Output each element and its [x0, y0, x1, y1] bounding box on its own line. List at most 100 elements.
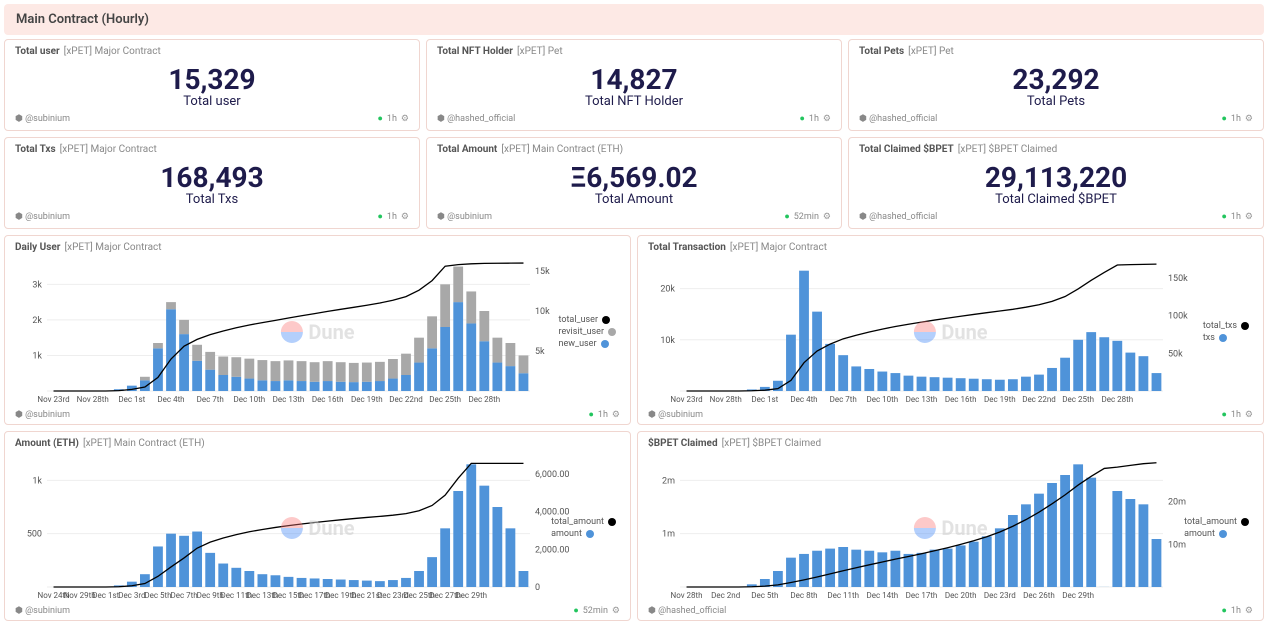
- svg-text:Nov 28th: Nov 28th: [710, 395, 742, 404]
- svg-text:Dec 10th: Dec 10th: [866, 395, 898, 404]
- gear-icon[interactable]: ⚙: [1245, 114, 1253, 124]
- kpi-value: 14,827: [437, 63, 831, 96]
- svg-text:Dec 7th: Dec 7th: [830, 395, 857, 404]
- refresh-indicator: ●: [784, 211, 789, 222]
- svg-text:Dec 25th: Dec 25th: [1062, 395, 1094, 404]
- gear-icon[interactable]: ⚙: [823, 114, 831, 124]
- gear-icon[interactable]: ⚙: [401, 114, 409, 124]
- svg-text:Dec 3rd: Dec 3rd: [118, 591, 145, 600]
- refresh-indicator: ●: [1221, 211, 1226, 222]
- svg-text:15k: 15k: [535, 267, 550, 277]
- svg-text:Dec 22nd: Dec 22nd: [389, 395, 423, 404]
- svg-text:100k: 100k: [1168, 312, 1188, 322]
- svg-text:Dec 10th: Dec 10th: [233, 395, 265, 404]
- gear-icon[interactable]: ⚙: [1245, 212, 1253, 222]
- svg-text:Dec 19th: Dec 19th: [351, 395, 383, 404]
- kpi-label: Total Amount: [437, 192, 831, 207]
- svg-text:10k: 10k: [660, 336, 675, 346]
- svg-text:Dec 4th: Dec 4th: [790, 395, 817, 404]
- kpi-card: Total Claimed $BPET[xPET] $BPET Claimed2…: [848, 137, 1264, 229]
- svg-text:Dec 29th: Dec 29th: [455, 591, 487, 600]
- kpi-row-2: Total Txs[xPET] Major Contract168,493Tot…: [0, 137, 1268, 229]
- svg-text:Nov 28th: Nov 28th: [670, 591, 702, 600]
- chart-row-2: Amount (ETH)[xPET] Main Contract (ETH) D…: [0, 431, 1268, 621]
- kpi-value: Ξ6,569.02: [437, 161, 831, 194]
- svg-text:Nov 29th: Nov 29th: [64, 591, 96, 600]
- svg-text:Dec 5th: Dec 5th: [751, 591, 778, 600]
- refresh-indicator: ●: [377, 211, 382, 222]
- svg-text:Dec 19th: Dec 19th: [984, 395, 1016, 404]
- svg-text:Dec 25th: Dec 25th: [429, 395, 461, 404]
- author[interactable]: ⬢ @subinium: [15, 212, 70, 222]
- kpi-label: Total NFT Holder: [437, 94, 831, 109]
- svg-text:1m: 1m: [662, 530, 675, 540]
- gear-icon[interactable]: ⚙: [401, 212, 409, 222]
- svg-text:2k: 2k: [32, 316, 42, 326]
- svg-text:Dec 7th: Dec 7th: [197, 395, 224, 404]
- svg-text:Dec 8th: Dec 8th: [790, 591, 817, 600]
- svg-text:Dec 28th: Dec 28th: [468, 395, 500, 404]
- kpi-value: 15,329: [15, 63, 409, 96]
- svg-text:500: 500: [27, 530, 42, 540]
- author[interactable]: ⬢ @subinium: [15, 606, 70, 616]
- svg-text:Dec 1st: Dec 1st: [118, 395, 145, 404]
- refresh-indicator: ●: [1221, 113, 1226, 124]
- kpi-label: Total Txs: [15, 192, 409, 207]
- svg-text:Dec 13th: Dec 13th: [273, 395, 305, 404]
- svg-text:Nov 28th: Nov 28th: [77, 395, 109, 404]
- gear-icon[interactable]: ⚙: [823, 212, 831, 222]
- svg-text:10m: 10m: [1168, 540, 1186, 550]
- svg-text:Dec 16th: Dec 16th: [945, 395, 977, 404]
- kpi-value: 168,493: [15, 161, 409, 194]
- author[interactable]: ⬢ @subinium: [648, 410, 703, 420]
- svg-text:Nov 23rd: Nov 23rd: [670, 395, 702, 404]
- author[interactable]: ⬢ @hashed_official: [859, 114, 937, 124]
- svg-text:2,000.00: 2,000.00: [535, 545, 570, 555]
- svg-text:Dec 4th: Dec 4th: [157, 395, 184, 404]
- svg-text:Dec 29th: Dec 29th: [1062, 591, 1094, 600]
- svg-text:Dec 11th: Dec 11th: [827, 591, 859, 600]
- svg-text:Dec 17th: Dec 17th: [906, 591, 938, 600]
- section-banner: Main Contract (Hourly): [4, 4, 1264, 35]
- svg-text:3k: 3k: [32, 280, 42, 290]
- kpi-card: Total Pets[xPET] Pet23,292Total Pets⬢ @h…: [848, 39, 1264, 131]
- chart-bpet-claimed: $BPET Claimed[xPET] $BPET Claimed Dune1m…: [637, 431, 1264, 621]
- svg-text:Dec 16th: Dec 16th: [312, 395, 344, 404]
- kpi-card: Total Amount[xPET] Main Contract (ETH)Ξ6…: [426, 137, 842, 229]
- author[interactable]: ⬢ @hashed_official: [648, 606, 726, 616]
- refresh-indicator: ●: [799, 113, 804, 124]
- svg-text:Dec 26th: Dec 26th: [1023, 591, 1055, 600]
- kpi-card: Total NFT Holder[xPET] Pet14,827Total NF…: [426, 39, 842, 131]
- svg-text:10k: 10k: [535, 307, 550, 317]
- kpi-label: Total Claimed $BPET: [859, 192, 1253, 207]
- svg-text:20m: 20m: [1168, 498, 1186, 508]
- gear-icon[interactable]: ⚙: [612, 606, 620, 616]
- svg-text:2m: 2m: [662, 476, 675, 486]
- author[interactable]: ⬢ @subinium: [437, 212, 492, 222]
- svg-text:0: 0: [535, 583, 540, 593]
- refresh-indicator: ●: [377, 113, 382, 124]
- chart-row-1: Daily User[xPET] Major Contract Dune1k2k…: [0, 235, 1268, 425]
- svg-text:Dec 1st: Dec 1st: [751, 395, 778, 404]
- kpi-card: Total user[xPET] Major Contract15,329Tot…: [4, 39, 420, 131]
- gear-icon[interactable]: ⚙: [1245, 410, 1253, 420]
- svg-text:5k: 5k: [535, 347, 545, 357]
- svg-text:50k: 50k: [1168, 349, 1183, 359]
- author[interactable]: ⬢ @hashed_official: [437, 114, 515, 124]
- gear-icon[interactable]: ⚙: [612, 410, 620, 420]
- kpi-card: Total Txs[xPET] Major Contract168,493Tot…: [4, 137, 420, 229]
- author[interactable]: ⬢ @hashed_official: [859, 212, 937, 222]
- gear-icon[interactable]: ⚙: [1245, 606, 1253, 616]
- chart-amount-eth: Amount (ETH)[xPET] Main Contract (ETH) D…: [4, 431, 631, 621]
- svg-text:Dec 20th: Dec 20th: [945, 591, 977, 600]
- author[interactable]: ⬢ @subinium: [15, 410, 70, 420]
- kpi-value: 23,292: [859, 63, 1253, 96]
- author[interactable]: ⬢ @subinium: [15, 114, 70, 124]
- svg-text:1k: 1k: [32, 351, 42, 361]
- svg-text:150k: 150k: [1168, 274, 1188, 284]
- svg-text:20k: 20k: [660, 285, 675, 295]
- svg-text:Dec 23rd: Dec 23rd: [984, 591, 1016, 600]
- chart-daily-user: Daily User[xPET] Major Contract Dune1k2k…: [4, 235, 631, 425]
- kpi-row-1: Total user[xPET] Major Contract15,329Tot…: [0, 39, 1268, 131]
- svg-text:Dec 1st: Dec 1st: [92, 591, 119, 600]
